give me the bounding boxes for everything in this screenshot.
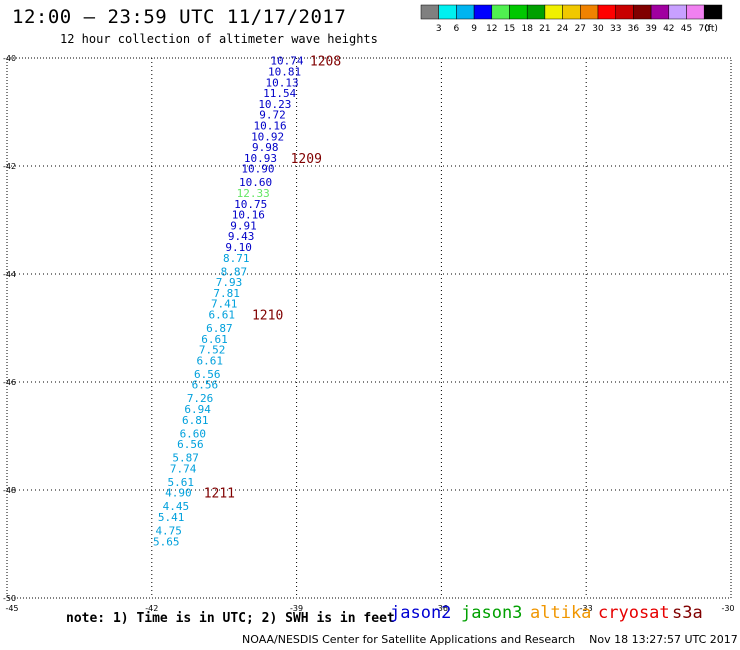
time-label: 1210: [252, 309, 283, 324]
units-note: note: 1) Time is in UTC; 2) SWH is in fe…: [66, 611, 395, 626]
colorbar-tick-label: 33: [610, 24, 621, 34]
wave-height-label: 9.10: [225, 241, 252, 254]
time-label: 1211: [204, 487, 235, 502]
colorbar-tick-label: 21: [539, 24, 550, 34]
colorbar-tick-label: 36: [628, 24, 640, 34]
colorbar-tick-label: 18: [521, 24, 533, 34]
x-tick-label: -39: [290, 604, 303, 613]
colorbar-tick-label: 45: [681, 24, 692, 34]
color-scale-legend: 3 6 9 12 15 18 21 24 27 30 33 36 39 42 45 70(ft): [420, 4, 723, 34]
x-tick-label: -45: [5, 604, 18, 613]
wave-height-label: 10.74: [270, 55, 303, 68]
colorbar-tick-label: 3: [436, 24, 442, 34]
colorbar-tick-label: 42: [663, 24, 674, 34]
wave-height-label: 10.92: [251, 130, 284, 143]
y-tick-label: -44: [3, 270, 16, 279]
time-label: 1208: [310, 55, 341, 70]
wave-height-label: 8.71: [223, 252, 250, 265]
wave-height-label: 6.56: [194, 368, 221, 381]
credit-line: NOAA/NESDIS Center for Satellite Applica…: [242, 633, 738, 646]
wave-height-label: 4.75: [155, 525, 182, 538]
wave-height-label: 6.61: [209, 309, 236, 322]
wave-height-label: 7.81: [213, 287, 240, 300]
wave-height-label: 5.87: [172, 452, 199, 465]
legend-cryosat: cryosat: [598, 603, 670, 623]
colorbar-tick-label: 39: [645, 24, 657, 34]
wave-height-label: 4.90: [165, 487, 192, 500]
x-tick-label: -42: [145, 604, 158, 613]
wave-height-label: 10.75: [234, 198, 267, 211]
wave-height-label: 6.94: [184, 403, 211, 416]
colorbar-tick-label: 9: [471, 24, 477, 34]
wave-height-label: 6.56: [177, 438, 204, 451]
legend-altika: altika: [530, 603, 592, 623]
colorbar-tick-label: 70: [698, 24, 710, 34]
wave-height-label: 5.61: [168, 476, 195, 489]
time-label: 1209: [291, 152, 322, 167]
colorbar-tick-label: 12: [486, 24, 497, 34]
wave-height-label: 10.93: [244, 152, 277, 165]
wave-height-label: 10.90: [241, 163, 274, 176]
x-tick-label: -30: [721, 604, 734, 613]
wave-height-label: 9.43: [228, 230, 255, 243]
legend-jason3: jason3: [461, 603, 523, 623]
legend-jason2: jason2: [390, 603, 452, 623]
x-tick-label: -33: [580, 604, 593, 613]
wave-height-label: 6.61: [196, 354, 223, 367]
y-tick-label: -48: [3, 486, 16, 495]
wave-height-label: 12.33: [237, 187, 270, 200]
y-tick-label: -40: [3, 54, 16, 63]
colorbar-tick-label: 30: [592, 24, 604, 34]
wave-height-label: 10.23: [258, 98, 291, 111]
colorbar-tick-label: 27: [575, 24, 586, 34]
wave-height-label: 7.74: [170, 462, 197, 475]
wave-height-label: 5.65: [153, 535, 180, 548]
wave-height-label: 9.98: [252, 141, 279, 154]
colorbar-tick-label: 24: [557, 24, 569, 34]
wave-height-label: 6.60: [180, 427, 207, 440]
wave-height-label: 7.41: [211, 298, 238, 311]
wave-height-label: 4.45: [163, 500, 190, 513]
wave-height-label: 10.60: [239, 176, 272, 189]
chart-title: 12:00 – 23:59 UTC 11/17/2017: [12, 6, 347, 28]
colorbar-unit: (ft): [704, 24, 718, 34]
wave-height-label: 10.81: [268, 66, 301, 79]
wave-height-label: 5.41: [158, 511, 185, 524]
wave-height-label: 6.81: [182, 414, 209, 427]
chart-subtitle: 12 hour collection of altimeter wave hei…: [60, 32, 378, 46]
wave-height-label: 9.91: [230, 219, 257, 232]
colorbar-tick-label: 15: [504, 24, 515, 34]
y-tick-label: -42: [3, 162, 16, 171]
y-tick-label: -50: [3, 594, 16, 603]
wave-height-label: 8.87: [221, 265, 248, 278]
wave-height-label: 7.93: [216, 276, 243, 289]
x-tick-label: -36: [435, 604, 448, 613]
wave-height-label: 7.26: [187, 392, 214, 405]
wave-height-label: 10.13: [266, 76, 299, 89]
wave-height-label: 11.54: [263, 87, 296, 100]
wave-height-label: 7.52: [199, 344, 226, 357]
colorbar-tick-label: 6: [454, 24, 460, 34]
wave-height-label: 9.72: [259, 109, 286, 122]
wave-height-label: 6.56: [192, 379, 219, 392]
plot-frame: [6, 57, 732, 599]
wave-height-label: 6.61: [201, 333, 228, 346]
wave-height-label: 10.16: [232, 209, 265, 222]
wave-height-label: 10.16: [253, 120, 286, 133]
y-tick-label: -46: [3, 378, 16, 387]
color-swatch: [703, 4, 723, 20]
wave-height-label: 6.87: [206, 322, 233, 335]
legend-s3a: s3a: [672, 603, 703, 623]
